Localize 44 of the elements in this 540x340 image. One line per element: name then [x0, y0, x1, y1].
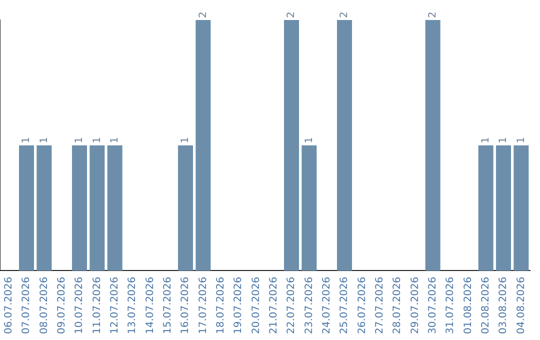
- x-tick-label: 26.07.2026: [356, 276, 368, 334]
- x-tick-label: 16.07.2026: [180, 276, 192, 334]
- data-label: 1: [304, 136, 315, 144]
- x-tick-label: 02.08.2026: [480, 276, 492, 334]
- data-label: 1: [180, 136, 192, 144]
- x-tick-label: 06.07.2026: [3, 276, 14, 334]
- data-label: 1: [38, 136, 50, 144]
- data-label: 1: [21, 136, 32, 144]
- data-label: 1: [480, 136, 492, 144]
- x-tick-label: 28.07.2026: [392, 276, 404, 334]
- x-tick-label: 01.08.2026: [462, 276, 474, 334]
- data-label: 1: [516, 136, 527, 144]
- x-tick-label: 13.07.2026: [127, 276, 138, 334]
- data-label: 2: [198, 12, 209, 18]
- x-tick-label: 07.07.2026: [21, 276, 32, 334]
- x-tick-label: 25.07.2026: [339, 276, 350, 334]
- x-tick-label: 03.08.2026: [498, 276, 510, 334]
- x-tick-label: 29.07.2026: [410, 276, 421, 334]
- data-label: 2: [427, 12, 438, 18]
- x-tick-label: 08.07.2026: [38, 276, 50, 334]
- x-tick-label: 11.07.2026: [92, 276, 103, 334]
- x-tick-label: 23.07.2026: [304, 276, 315, 334]
- x-tick-label: 27.07.2026: [374, 276, 386, 334]
- data-label: 1: [74, 136, 86, 144]
- x-tick-label: 09.07.2026: [56, 276, 68, 334]
- x-tick-label: 10.07.2026: [74, 276, 86, 334]
- x-tick-label: 15.07.2026: [162, 276, 174, 334]
- x-tick-label: 30.07.2026: [427, 276, 438, 334]
- x-tick-label: 21.07.2026: [268, 276, 280, 334]
- x-tick-label: 24.07.2026: [321, 276, 332, 334]
- x-tick-label: 14.07.2026: [144, 276, 156, 334]
- x-tick-label: 31.07.2026: [445, 276, 456, 334]
- x-tick-label: 18.07.2026: [215, 276, 226, 334]
- data-label: 2: [339, 12, 350, 18]
- x-tick-label: 17.07.2026: [198, 276, 209, 334]
- x-tick-label: 22.07.2026: [286, 276, 298, 334]
- x-tick-label: 12.07.2026: [109, 276, 120, 334]
- x-tick-label: 19.07.2026: [233, 276, 244, 334]
- x-tick-label: 04.08.2026: [516, 276, 527, 334]
- data-label: 1: [498, 136, 510, 144]
- x-tick-label: 20.07.2026: [250, 276, 262, 334]
- data-label: 1: [92, 136, 103, 144]
- data-label: 1: [109, 136, 120, 144]
- data-label: 2: [286, 12, 298, 18]
